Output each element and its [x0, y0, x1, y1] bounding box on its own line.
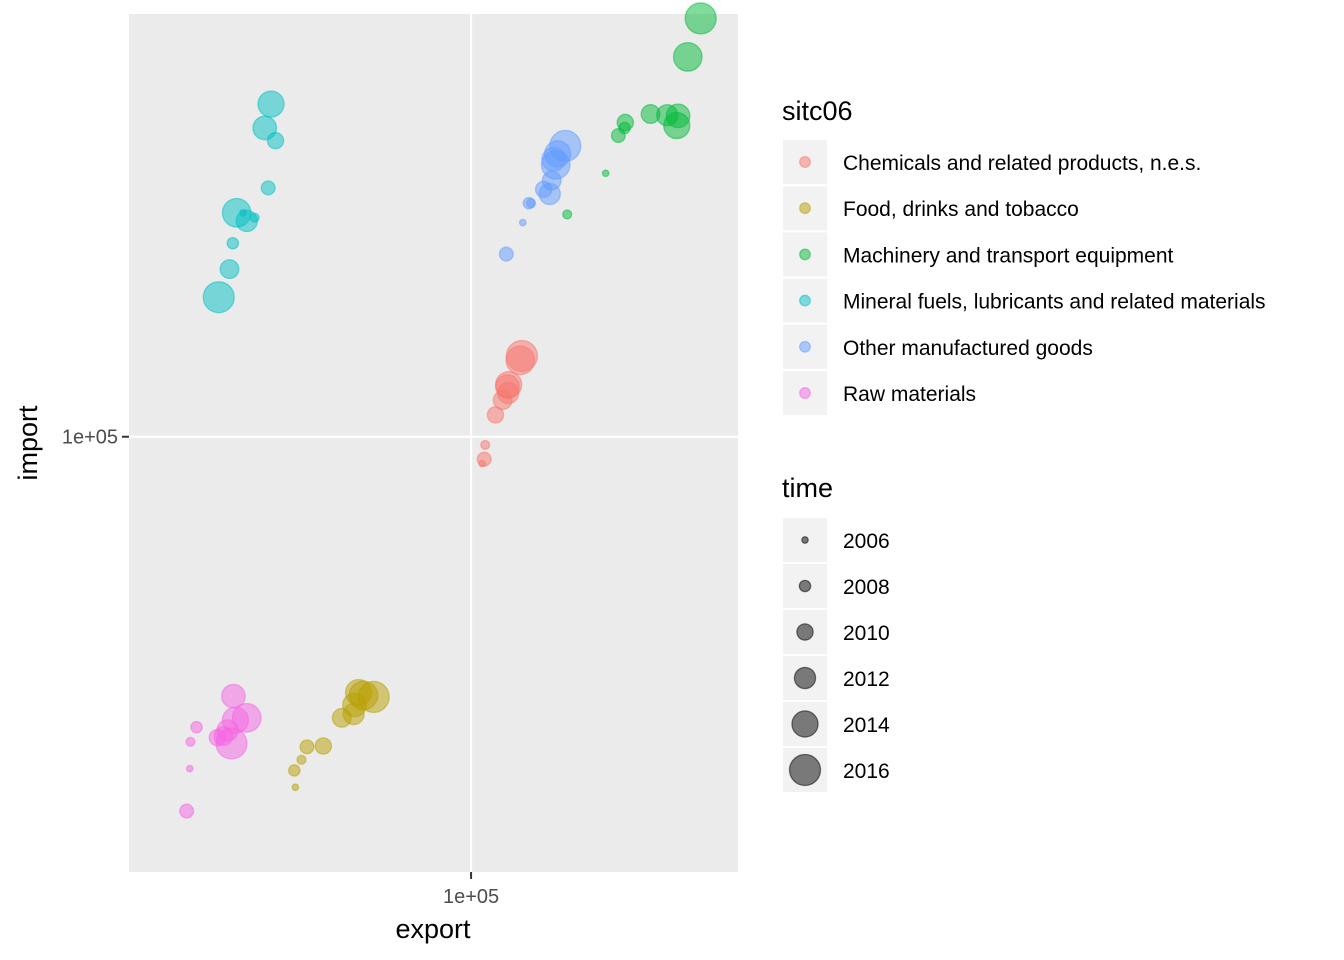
size-legend-swatch: [796, 623, 814, 641]
x-axis-title: export: [395, 914, 471, 944]
color-legend: sitc06 Chemicals and related products, n…: [782, 96, 1266, 415]
data-point: [299, 739, 315, 755]
data-point: [252, 115, 278, 141]
data-point: [684, 2, 717, 35]
color-legend-label: Machinery and transport equipment: [843, 244, 1174, 267]
size-legend-label: 2014: [843, 714, 890, 737]
data-point: [610, 128, 626, 144]
series-group: [562, 2, 717, 220]
series-group: [476, 339, 539, 468]
color-legend-label: Chemicals and related products, n.e.s.: [843, 152, 1201, 175]
data-point: [672, 41, 703, 72]
size-legend-label: 2008: [843, 576, 890, 599]
size-legend-label: 2012: [843, 668, 890, 691]
data-point: [480, 439, 491, 451]
data-point: [221, 197, 252, 228]
data-point: [505, 339, 539, 373]
size-legend-label: 2006: [843, 530, 890, 553]
color-legend-label: Food, drinks and tobacco: [843, 198, 1079, 221]
axes-layer: 1e+05 1e+05: [62, 427, 499, 908]
series-group: [202, 90, 285, 314]
color-legend-label: Raw materials: [843, 383, 976, 406]
legend-swatch: [799, 387, 811, 399]
size-legend-label: 2010: [843, 622, 890, 645]
data-point: [518, 218, 527, 227]
series-group: [179, 683, 262, 819]
data-point: [219, 259, 240, 280]
data-point: [185, 764, 194, 773]
data-point: [494, 370, 523, 399]
data-point: [257, 90, 285, 118]
legend-swatch: [799, 202, 811, 215]
size-legend-swatch: [791, 710, 819, 738]
size-legend-label: 2016: [843, 760, 890, 783]
data-point: [538, 182, 561, 206]
legend-swatch: [799, 248, 811, 261]
data-point: [288, 764, 301, 777]
x-tick-label: 1e+05: [443, 886, 499, 908]
data-point: [522, 196, 536, 210]
y-tick-label: 1e+05: [62, 427, 118, 449]
legend-swatch: [799, 294, 811, 307]
data-point: [663, 111, 691, 140]
size-legend-swatch: [798, 579, 812, 593]
size-legend: time 2006 2008 2010 2012 2014 2016: [782, 473, 890, 792]
size-legend-swatch: [801, 536, 809, 544]
data-point: [498, 246, 514, 262]
data-point: [549, 129, 582, 163]
data-point: [601, 169, 610, 178]
data-point: [562, 209, 573, 220]
gridlines: [129, 14, 738, 872]
size-legend-title: time: [782, 473, 833, 503]
legend-swatch: [799, 340, 811, 353]
color-legend-label: Mineral fuels, lubricants and related ma…: [843, 291, 1266, 314]
data-point: [226, 236, 240, 250]
data-point: [179, 803, 195, 819]
data-point: [314, 737, 333, 755]
data-point: [185, 736, 196, 747]
data-point: [231, 702, 262, 733]
data-point: [296, 754, 307, 765]
y-axis-title: import: [13, 405, 43, 481]
size-legend-swatch: [788, 753, 822, 787]
data-point: [476, 451, 492, 467]
data-point: [616, 113, 635, 132]
data-point: [215, 727, 248, 760]
series-group: [498, 129, 582, 262]
data-point: [202, 281, 235, 314]
color-legend-label: Other manufactured goods: [843, 337, 1093, 360]
size-legend-swatch: [793, 666, 817, 690]
series-group: [288, 678, 390, 792]
color-legend-title: sitc06: [782, 96, 853, 126]
data-point: [190, 720, 203, 734]
data-point: [260, 180, 276, 196]
data-point: [291, 783, 300, 792]
legend-swatch: [799, 156, 811, 168]
points-layer: [179, 2, 717, 819]
data-point: [357, 680, 390, 714]
